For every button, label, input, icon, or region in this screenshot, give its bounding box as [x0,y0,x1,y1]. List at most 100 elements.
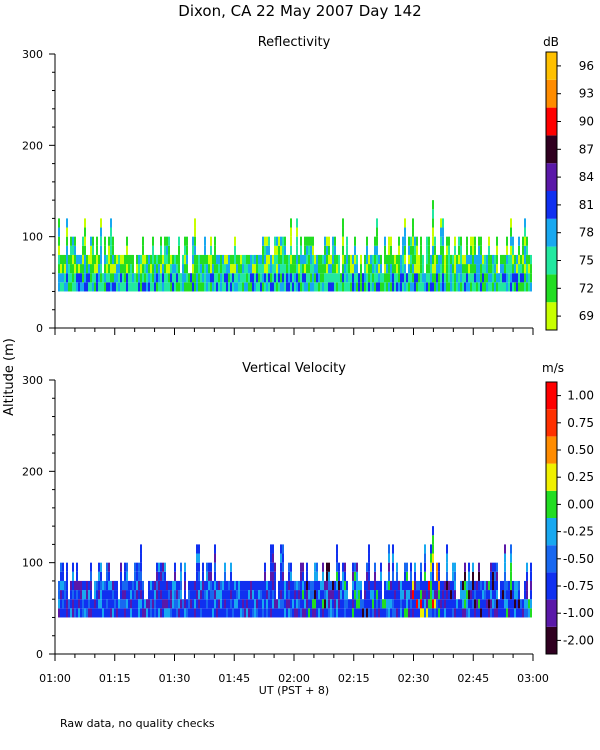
data-cell [282,254,284,265]
data-cell [204,282,206,292]
data-cell [90,580,92,591]
data-cell [412,236,414,246]
data-cell [216,599,218,609]
data-cell [422,580,424,591]
data-cell [504,608,506,618]
data-cell [488,245,490,255]
data-cell [410,236,412,246]
data-cell [398,245,400,255]
data-cell [352,562,354,572]
data-cell [476,254,478,265]
data-cell [526,590,528,600]
data-cell [152,264,154,274]
data-cell [352,282,354,292]
data-cell [506,236,508,246]
data-cell [352,608,354,618]
data-cell [450,608,452,618]
x-axis-label: UT (PST + 8) [259,684,329,697]
data-cell [244,599,246,609]
data-cell [108,590,110,600]
data-cell [244,254,246,265]
data-cell [164,264,166,274]
data-cell [320,580,322,591]
data-cell [280,245,282,255]
data-cell [228,608,230,618]
data-cell [314,571,316,581]
data-cell [234,245,236,255]
data-cell [490,608,492,618]
data-cell [428,264,430,274]
data-cell [148,254,150,265]
data-cell [276,282,278,292]
data-cell [480,236,482,246]
data-cell [406,590,408,600]
data-cell [204,254,206,265]
data-cell [258,608,260,618]
data-cell [452,590,454,600]
data-cell [410,608,412,618]
data-cell [268,282,270,292]
data-cell [402,264,404,274]
colorbar-label: -1.00 [563,606,594,620]
data-cell [426,273,428,283]
data-cell [368,254,370,265]
data-cell [446,553,448,563]
data-cell [242,590,244,600]
data-cell [454,580,456,591]
data-cell [348,254,350,265]
data-cell [234,282,236,292]
data-cell [446,562,448,572]
data-cell [464,571,466,581]
data-cell [404,282,406,292]
data-cell [82,590,84,600]
y-axis-label: Altitude (m) [2,338,17,416]
data-cell [214,245,216,255]
data-cell [530,571,532,581]
data-cell [336,599,338,609]
data-cell [472,273,474,283]
data-cell [374,254,376,265]
data-cell [422,264,424,274]
data-cell [432,553,434,563]
data-cell [102,608,104,618]
data-cell [248,590,250,600]
data-cell [510,553,512,563]
data-cell [212,254,214,265]
colorbar-label: 84 [579,170,594,184]
data-cell [254,264,256,274]
data-cell [288,254,290,265]
data-cell [524,282,526,292]
data-cell [76,254,78,265]
data-cell [420,282,422,292]
data-cell [94,282,96,292]
data-cell [188,599,190,609]
data-cell [186,264,188,274]
data-cell [66,227,68,237]
data-cell [198,599,200,609]
data-cell [254,599,256,609]
data-cell [116,580,118,591]
data-cell [192,282,194,292]
data-cell [178,245,180,255]
data-cell [84,282,86,292]
data-cell [72,580,74,591]
data-cell [244,590,246,600]
data-cell [374,599,376,609]
data-cell [458,236,460,246]
data-cell [520,273,522,283]
data-cell [210,236,212,246]
data-cell [206,571,208,581]
data-cell [388,236,390,246]
data-cell [252,273,254,283]
data-cell [432,571,434,581]
data-cell [70,599,72,609]
data-cell [412,580,414,591]
data-cell [124,608,126,618]
data-cell [260,254,262,265]
data-cell [232,590,234,600]
data-cell [432,227,434,237]
data-cell [504,562,506,572]
data-cell [154,264,156,274]
data-cell [376,282,378,292]
data-cell [228,282,230,292]
